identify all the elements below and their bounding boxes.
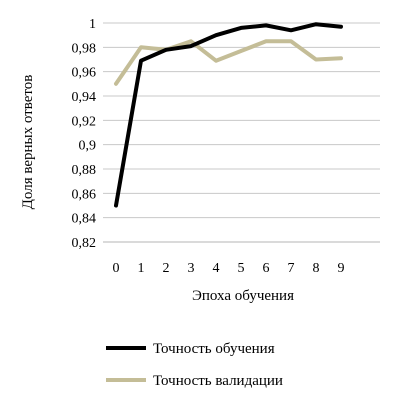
x-tick-label: 8 (313, 261, 320, 276)
x-axis-label: Эпоха обучения (192, 288, 294, 304)
x-tick-labels: 0 1 2 3 4 5 6 7 8 9 (113, 261, 345, 276)
y-tick-label: 0,88 (72, 163, 97, 178)
x-tick-label: 2 (163, 261, 170, 276)
y-tick-labels: 0,82 0,84 0,86 0,88 0,9 0,92 0,94 0,96 0,98 1 (72, 17, 97, 251)
y-tick-label: 0,94 (72, 90, 97, 105)
y-tick-label: 0,96 (72, 66, 97, 81)
x-tick-label: 0 (113, 261, 120, 276)
y-tick-label: 0,84 (72, 212, 97, 227)
y-tick-label: 0,82 (72, 236, 97, 251)
series-line-validation (114, 39, 343, 86)
y-tick-label: 0,92 (72, 114, 97, 129)
x-tick-label: 3 (188, 261, 195, 276)
legend-label: Точность валидации (153, 373, 283, 389)
x-tick-label: 5 (238, 261, 245, 276)
x-tick-label: 4 (213, 261, 220, 276)
legend: Точность обучения Точность валидации (106, 341, 283, 389)
y-tick-label: 1 (89, 17, 96, 32)
x-tick-label: 1 (138, 261, 145, 276)
gridlines (103, 22, 380, 219)
x-tick-label: 9 (338, 261, 345, 276)
y-axis-label: Доля верных ответов (20, 75, 36, 210)
legend-label: Точность обучения (153, 341, 275, 357)
x-tick-label: 7 (288, 261, 295, 276)
x-tick-label: 6 (263, 261, 270, 276)
series-group (114, 22, 343, 208)
y-tick-label: 0,86 (72, 187, 97, 202)
y-tick-label: 0,98 (72, 41, 97, 56)
y-tick-label: 0,9 (79, 139, 97, 154)
series-line-training (114, 22, 343, 208)
